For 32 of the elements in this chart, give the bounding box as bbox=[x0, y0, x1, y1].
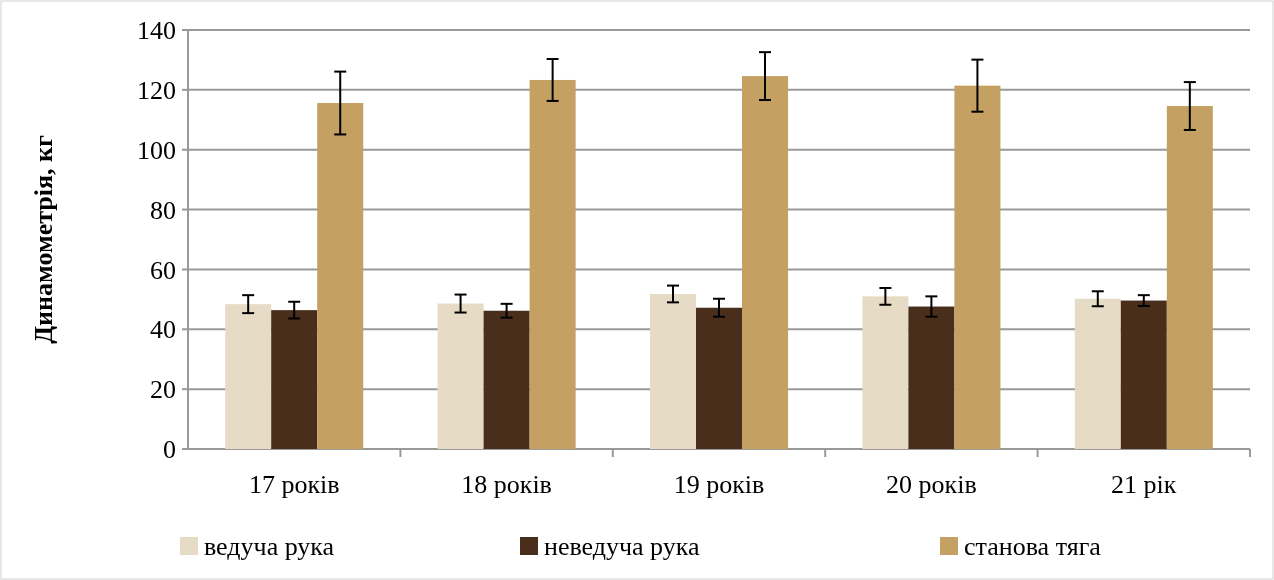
bar bbox=[1120, 300, 1167, 449]
x-tick-label: 21 рік bbox=[1111, 470, 1177, 499]
bar bbox=[695, 307, 743, 449]
y-tick-label: 60 bbox=[150, 255, 176, 285]
y-tick-label: 40 bbox=[150, 315, 176, 345]
y-tick-label: 120 bbox=[137, 75, 176, 105]
x-tick-label: 20 років bbox=[886, 470, 977, 499]
y-tick-label: 140 bbox=[137, 16, 176, 46]
legend-label: станова тяга bbox=[964, 532, 1102, 561]
bar bbox=[1074, 298, 1121, 449]
y-axis-title: Динамометрія, кг bbox=[29, 135, 58, 344]
bar bbox=[649, 293, 696, 449]
bar bbox=[317, 103, 364, 449]
bar bbox=[862, 296, 909, 449]
legend-label: ведуча рука bbox=[204, 532, 335, 561]
y-tick-label: 80 bbox=[150, 195, 176, 225]
bar bbox=[271, 310, 318, 449]
bar bbox=[908, 306, 955, 449]
bar bbox=[954, 85, 1001, 449]
legend-label: неведуча рука bbox=[544, 532, 701, 561]
y-tick-label: 100 bbox=[137, 135, 176, 165]
bar bbox=[742, 76, 789, 449]
y-tick-label: 0 bbox=[163, 435, 176, 465]
x-tick-label: 18 років bbox=[461, 470, 552, 499]
bar bbox=[437, 303, 484, 449]
y-tick-label: 20 bbox=[150, 375, 176, 405]
bar bbox=[529, 79, 576, 449]
bar bbox=[483, 310, 530, 449]
x-tick-label: 19 років bbox=[673, 470, 765, 499]
x-tick-label: 17 років bbox=[248, 470, 340, 499]
bar bbox=[225, 304, 272, 449]
bar bbox=[1166, 106, 1213, 449]
